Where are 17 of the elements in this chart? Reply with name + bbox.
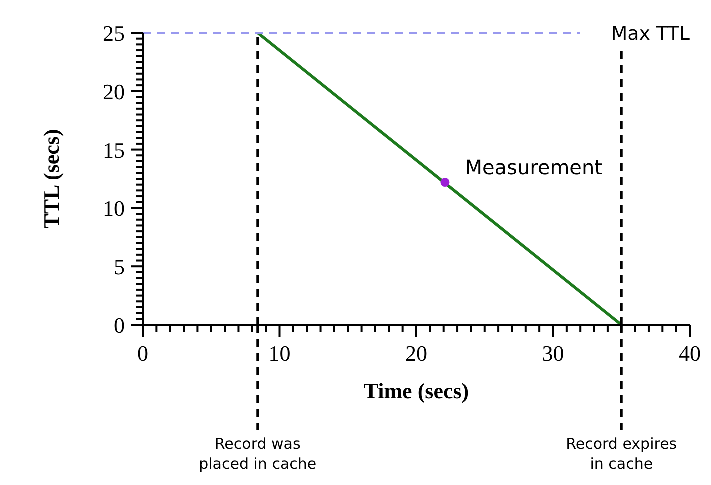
y-tick-label: 20 xyxy=(103,79,125,104)
ref-line-label: Max TTL xyxy=(611,23,690,45)
x-axis-title: Time (secs) xyxy=(364,378,470,404)
x-tick-label: 20 xyxy=(406,341,428,366)
y-tick-label: 5 xyxy=(114,254,125,280)
ref-line-label: Record was placed in cache xyxy=(199,435,317,473)
y-tick-label: 0 xyxy=(114,313,125,338)
y-tick-label: 10 xyxy=(103,196,125,222)
y-axis-title: TTL (secs) xyxy=(38,129,64,229)
x-tick-label: 30 xyxy=(542,341,564,366)
y-tick-label: 25 xyxy=(103,21,125,46)
ref-line-label: Record expires in cache xyxy=(566,435,678,473)
x-tick-label: 0 xyxy=(138,341,148,366)
x-tick-label: 10 xyxy=(268,341,291,366)
y-tick-label: 15 xyxy=(103,138,125,163)
annotation: Measurement xyxy=(465,156,603,180)
x-tick-label: 40 xyxy=(679,341,701,366)
